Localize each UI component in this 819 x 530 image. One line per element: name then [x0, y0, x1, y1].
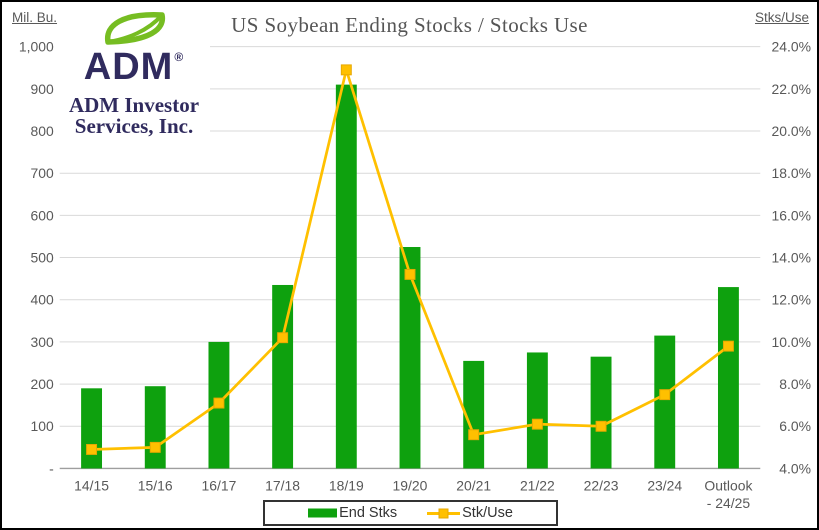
bar-15/16: [144, 386, 166, 469]
left-axis-tick: 900: [31, 81, 54, 97]
end-stks-swatch-icon: [308, 508, 338, 518]
stk-use-marker-23/24: [659, 389, 671, 401]
right-axis-tick: 6.0%: [779, 418, 811, 434]
left-axis-tick: 1,000: [19, 39, 54, 55]
adm-logo: ADM® ADM Investor Services, Inc.: [58, 6, 210, 142]
legend-item-end-stks: End Stks: [308, 505, 397, 521]
bar-18/19: [335, 84, 357, 469]
adm-wordmark-text: ADM: [83, 46, 174, 88]
stk-use-marker-15/16: [149, 441, 161, 453]
stk-use-marker-16/17: [213, 397, 225, 409]
bar-23/24: [654, 335, 676, 469]
right-axis-tick: 14.0%: [772, 250, 811, 266]
bar-17/18: [272, 284, 294, 469]
company-name-line2: Services, Inc.: [74, 114, 194, 139]
bar-Outlook - 24/25: [717, 287, 739, 469]
legend-stk-use-label: Stk/Use: [462, 505, 513, 521]
right-axis-tick: 22.0%: [772, 81, 811, 97]
adm-wordmark: ADM®: [58, 48, 210, 86]
stk-use-marker-icon: [427, 508, 461, 518]
left-axis-tick: 400: [31, 292, 54, 308]
x-axis-label: 17/18: [265, 477, 300, 493]
stk-use-marker-17/18: [277, 332, 289, 344]
x-axis-label: 22/23: [584, 477, 619, 493]
stk-use-marker-22/23: [595, 420, 607, 432]
legend-item-stk-use: Stk/Use: [427, 505, 513, 521]
stk-use-marker-14/15: [86, 444, 98, 455]
chart-legend: End Stks Stk/Use: [263, 500, 558, 526]
x-axis-label: 20/21: [456, 477, 491, 493]
bar-14/15: [81, 388, 103, 469]
x-axis-label: 14/15: [74, 477, 109, 493]
left-axis-title: Mil. Bu.: [12, 10, 58, 25]
stk-use-marker-19/20: [404, 268, 416, 280]
right-axis-tick: 16.0%: [772, 207, 811, 223]
x-axis-label: 19/20: [393, 477, 428, 493]
right-axis-title: Stks/Use: [754, 10, 809, 25]
x-axis-label: - 24/25: [707, 495, 751, 511]
left-axis-tick: 200: [31, 376, 54, 392]
bar-19/20: [399, 247, 421, 469]
x-axis-label: 18/19: [329, 477, 364, 493]
right-axis-tick: 4.0%: [779, 460, 811, 476]
left-axis-tick: 500: [31, 250, 54, 266]
bar-21/22: [526, 352, 548, 469]
x-axis-label: Outlook: [704, 477, 752, 493]
stk-use-marker-18/19: [340, 64, 352, 76]
left-axis-tick: 700: [31, 165, 54, 181]
left-axis-tick: -: [49, 460, 54, 476]
x-axis-label: 15/16: [138, 477, 173, 493]
x-axis-label: 16/17: [202, 477, 237, 493]
left-axis-tick: 300: [31, 334, 54, 350]
right-axis-tick: 12.0%: [772, 292, 811, 308]
left-axis-tick: 100: [31, 418, 54, 434]
company-name-line1: ADM Investor: [68, 93, 200, 118]
adm-leaf-icon: [97, 10, 171, 51]
chart-title: US Soybean Ending Stocks / Stocks Use: [231, 13, 588, 37]
x-axis-label: 21/22: [520, 477, 555, 493]
registered-mark-icon: ®: [174, 50, 185, 64]
legend-end-stks-label: End Stks: [339, 505, 398, 521]
left-axis-tick: 800: [31, 123, 54, 139]
left-axis-tick: 600: [31, 207, 54, 223]
right-axis-tick: 24.0%: [772, 39, 811, 55]
right-axis-tick: 8.0%: [779, 376, 811, 392]
stk-use-marker-20/21: [468, 429, 480, 441]
stk-use-marker-21/22: [531, 418, 543, 430]
right-axis-tick: 10.0%: [772, 334, 811, 350]
bar-22/23: [590, 356, 612, 469]
x-axis-label: 23/24: [647, 477, 682, 493]
stk-use-marker-Outlook - 24/25: [722, 340, 734, 352]
right-axis-tick: 20.0%: [772, 123, 811, 139]
bar-20/21: [463, 360, 485, 469]
right-axis-tick: 18.0%: [772, 165, 811, 181]
